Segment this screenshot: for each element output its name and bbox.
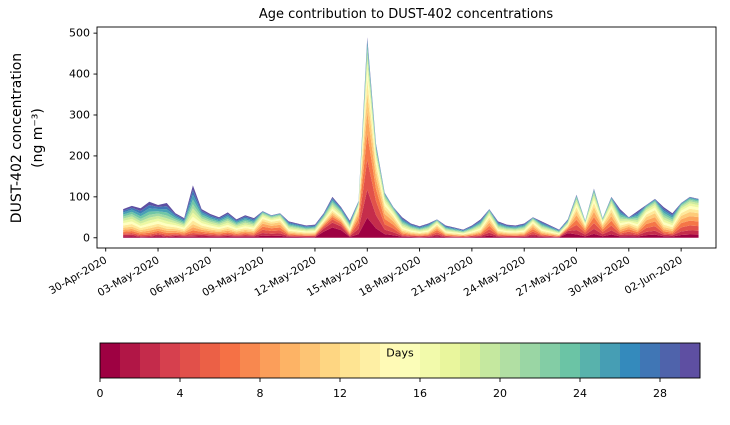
colorbar-segment	[240, 343, 261, 378]
colorbar-segment	[500, 343, 521, 378]
y-tick-label: 100	[69, 190, 90, 203]
colorbar-tick-label: 12	[333, 387, 347, 400]
colorbar-segment	[300, 343, 321, 378]
colorbar-segment	[120, 343, 141, 378]
y-tick-label: 300	[69, 108, 90, 121]
colorbar-segment	[640, 343, 661, 378]
colorbar-segment	[340, 343, 361, 378]
age-band-14–16	[123, 69, 699, 235]
y-axis-label-line2: (ng m⁻³)	[30, 108, 46, 168]
colorbar-segment	[580, 343, 601, 378]
y-axis-label: DUST-402 concentration (ng m⁻³)	[7, 53, 49, 223]
colorbar-segment	[320, 343, 341, 378]
colorbar-tick-label: 16	[413, 387, 427, 400]
colorbar-segment	[160, 343, 181, 378]
colorbar-segment	[100, 343, 121, 378]
y-axis-label-line1: DUST-402 concentration	[9, 52, 25, 224]
colorbar-segment	[200, 343, 221, 378]
colorbar-tick-label: 20	[493, 387, 507, 400]
colorbar-tick-label: 4	[177, 387, 184, 400]
colorbar-segment	[140, 343, 161, 378]
colorbar-segment	[480, 343, 501, 378]
colorbar-segment	[280, 343, 301, 378]
colorbar-tick-label: 28	[653, 387, 667, 400]
colorbar-outline	[99, 342, 701, 379]
colorbar-segment	[400, 343, 421, 378]
colorbar-segment	[680, 343, 701, 378]
y-tick-label: 500	[69, 27, 90, 40]
plot-spines	[96, 26, 717, 249]
colorbar-segment	[440, 343, 461, 378]
colorbar-tick-label: 24	[573, 387, 587, 400]
colorbar-segment	[460, 343, 481, 378]
age-band-24–26	[123, 41, 699, 232]
colorbar-segment	[420, 343, 441, 378]
colorbar-label: Days	[386, 346, 414, 360]
colorbar-segment	[380, 343, 401, 378]
age-band-22–24	[123, 45, 699, 232]
colorbar-segment	[260, 343, 281, 378]
y-tick-label: 0	[83, 231, 90, 244]
colorbar-segment	[600, 343, 621, 378]
colorbar-tick-label: 8	[257, 387, 264, 400]
colorbar-segment	[560, 343, 581, 378]
colorbar-segment	[540, 343, 561, 378]
y-tick-label: 400	[69, 68, 90, 81]
colorbar-segment	[360, 343, 381, 378]
colorbar-segment	[220, 343, 241, 378]
colorbar-segment	[660, 343, 681, 378]
x-tick-label: 02-Jun-2020	[623, 254, 685, 297]
chart-title: Age contribution to DUST-402 concentrati…	[258, 7, 554, 22]
colorbar-segment	[520, 343, 541, 378]
colorbar-segment	[180, 343, 201, 378]
age-band-12–14	[123, 79, 699, 235]
age-band-20–22	[123, 49, 699, 233]
colorbar-segment	[620, 343, 641, 378]
colorbar-tick-label: 0	[97, 387, 104, 400]
y-tick-label: 200	[69, 149, 90, 162]
